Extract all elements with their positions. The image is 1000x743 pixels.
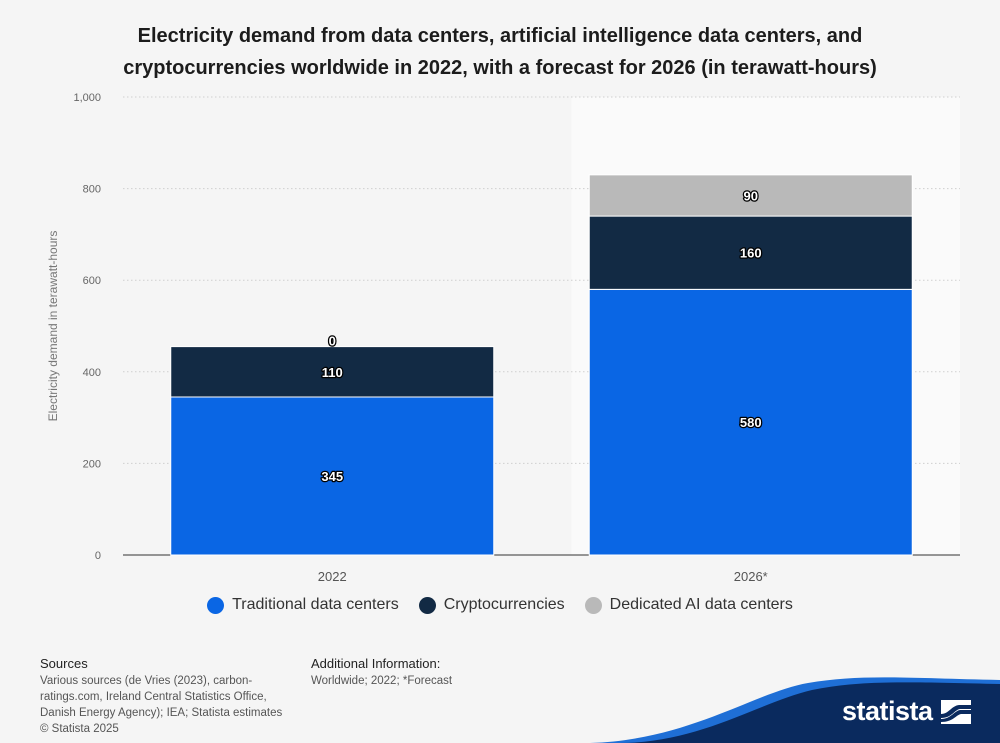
chart-title-line-1: Electricity demand from data centers, ar…	[137, 25, 863, 47]
legend-item-traditional-data-centers[interactable]: Traditional data centers	[207, 596, 399, 614]
chart-plot: 0 200 400 600 800 1,000 345 110 0 580 160 90 2022 2…	[46, 92, 960, 584]
chart-legend: Traditional data centers Cryptocurrencie…	[0, 596, 1000, 614]
y-tick-label: 0	[95, 550, 101, 562]
legend-label-ai: Dedicated AI data centers	[609, 596, 793, 613]
y-tick-label: 200	[83, 458, 101, 470]
copyright-notice: © Statista 2025	[40, 723, 119, 735]
data-label-dedicated-ai-data-centers: 90	[744, 188, 758, 203]
y-tick-label: 400	[83, 367, 101, 379]
statista-logo-icon	[940, 699, 971, 724]
sources-heading: Sources	[40, 656, 88, 671]
y-tick-label: 600	[83, 275, 101, 287]
legend-label-crypto: Cryptocurrencies	[443, 596, 565, 613]
legend-marker-ai	[584, 596, 602, 614]
data-label-cryptocurrencies: 160	[740, 246, 762, 261]
y-tick-label: 1,000	[73, 92, 101, 104]
x-tick-label: 2022	[318, 569, 347, 584]
sources-line-1: Various sources (de Vries (2023), carbon…	[40, 675, 253, 687]
additional-info-heading: Additional Information:	[311, 656, 441, 671]
bar-traditional-data-centers[interactable]	[170, 396, 495, 556]
chart-title-line-2: cryptocurrencies worldwide in 2022, with…	[123, 57, 877, 79]
data-label-dedicated-ai-data-centers: 0	[329, 334, 336, 349]
legend-marker-crypto	[418, 596, 436, 614]
additional-info-block: Additional Information: Worldwide; 2022;…	[311, 656, 561, 689]
statista-logo[interactable]: statista	[842, 696, 971, 727]
additional-info-text: Worldwide; 2022; *Forecast	[311, 675, 453, 687]
legend-marker-traditional	[207, 596, 225, 614]
x-tick-label: 2026*	[734, 569, 768, 584]
legend-item-cryptocurrencies[interactable]: Cryptocurrencies	[418, 596, 565, 614]
bar-cryptocurrencies[interactable]	[170, 346, 495, 398]
y-axis-title: Electricity demand in terawatt-hours	[46, 231, 60, 422]
data-label-traditional-data-centers: 345	[321, 469, 343, 484]
legend-label-traditional: Traditional data centers	[232, 596, 399, 613]
sources-block: Sources Various sources (de Vries (2023)…	[40, 656, 305, 737]
chart-title: Electricity demand from data centers, ar…	[60, 20, 940, 84]
data-label-traditional-data-centers: 580	[740, 415, 762, 430]
sources-line-2: ratings.com, Ireland Central Statistics …	[40, 691, 267, 703]
sources-line-3: Danish Energy Agency); IEA; Statista est…	[40, 707, 283, 719]
y-tick-label: 800	[83, 184, 101, 196]
legend-item-dedicated-ai-data-centers[interactable]: Dedicated AI data centers	[584, 596, 793, 614]
bar-dedicated-ai-data-centers[interactable]	[588, 174, 913, 217]
bar-traditional-data-centers[interactable]	[588, 288, 913, 556]
data-label-cryptocurrencies: 110	[322, 365, 343, 380]
brand-name: statista	[842, 696, 933, 726]
bar-cryptocurrencies[interactable]	[588, 215, 913, 290]
